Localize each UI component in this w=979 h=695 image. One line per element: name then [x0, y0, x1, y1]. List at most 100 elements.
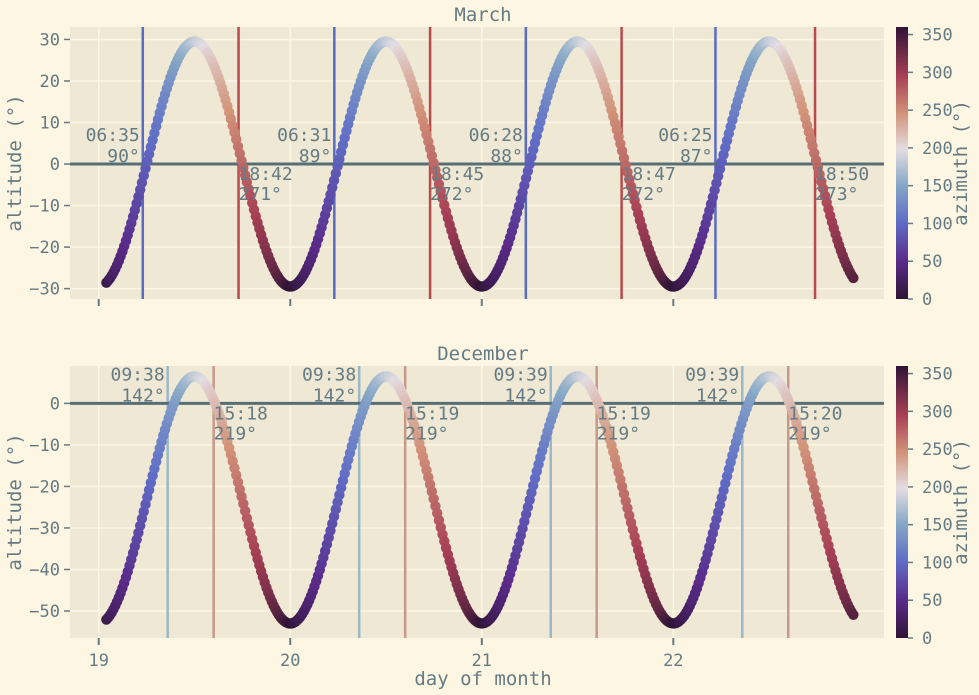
y-tick-label: 0: [50, 394, 60, 414]
event-labels-march: 06:3590°18:42271°06:3189°18:45272°06:288…: [86, 125, 870, 205]
y-tick-label: −20: [29, 238, 60, 258]
colorbar-tick-label: 100: [922, 214, 953, 234]
sunrise-time: 09:38: [110, 364, 164, 385]
panel-december: 09:38142°15:18219°09:38142°15:19219°09:3…: [4, 343, 972, 690]
sunrise-time: 06:25: [658, 125, 712, 146]
colorbar-tick-label: 0: [922, 290, 932, 310]
x-ticks-december: 19 20 21 22: [88, 638, 684, 671]
sunset-time: 15:18: [214, 403, 268, 424]
colorbar-tick-label: 100: [922, 553, 953, 573]
colorbar-tick-label: 250: [922, 440, 953, 460]
x-tick-label: 19: [88, 651, 108, 671]
curve-point: [848, 609, 859, 620]
colorbar-tick-label: 150: [922, 516, 953, 536]
sunrise-time: 09:39: [685, 364, 739, 385]
colorbar-tick-label: 0: [922, 629, 932, 649]
y-tick-label: −30: [29, 280, 60, 300]
y-tick-label: −30: [29, 519, 60, 539]
sunrise-azimuth: 90°: [107, 146, 140, 167]
sunset-time: 18:50: [815, 164, 869, 185]
colorbar-ticks-december: 0 50 100 150 200 250 300 350: [908, 365, 953, 649]
curve-point: [848, 272, 859, 284]
colorbar-tick-label: 50: [922, 252, 942, 272]
y-tick-label: −20: [29, 477, 60, 497]
sunrise-azimuth: 88°: [490, 146, 523, 167]
ylabel-december: altitude (°): [4, 433, 26, 570]
plot-area-december: [70, 366, 884, 638]
sunset-time: 15:19: [405, 403, 459, 424]
sunset-azimuth: 219°: [597, 423, 640, 444]
sunrise-time: 06:28: [469, 125, 523, 146]
sunset-azimuth: 219°: [214, 423, 257, 444]
colorbar-label-december: azimuth (°): [950, 439, 972, 565]
y-tick-label: −50: [29, 602, 60, 622]
sunset-time: 18:47: [622, 164, 676, 185]
colorbar-ticks-march: 0 50 100 150 200 250 300 350: [908, 26, 953, 310]
sunrise-azimuth: 142°: [121, 385, 164, 406]
colorbar-march: [896, 27, 908, 299]
sunset-azimuth: 273°: [815, 184, 858, 205]
altitude-curve-march: [101, 36, 859, 292]
y-tick-label: −10: [29, 436, 60, 456]
colorbar-tick-label: 250: [922, 101, 953, 121]
y-tick-label: 20: [40, 72, 60, 92]
colorbar-tick-label: 300: [922, 63, 953, 83]
xlabel-december: day of month: [414, 668, 551, 690]
y-tick-label: 30: [40, 30, 60, 50]
colorbar-tick-label: 200: [922, 478, 953, 498]
y-ticks-december: −50 −40 −30 −20 −10 0: [29, 394, 70, 622]
colorbar-tick-label: 300: [922, 402, 953, 422]
sunset-azimuth: 219°: [405, 423, 448, 444]
colorbar-tick-label: 150: [922, 177, 953, 197]
y-tick-label: 10: [40, 114, 60, 134]
sunset-azimuth: 272°: [622, 184, 665, 205]
y-tick-label: −40: [29, 560, 60, 580]
title-march: March: [454, 4, 511, 26]
sunrise-time: 09:38: [302, 364, 356, 385]
altitude-curve-december: [101, 371, 859, 629]
title-december: December: [437, 343, 529, 365]
sunrise-time: 09:39: [494, 364, 548, 385]
y-ticks-march: −30 −20 −10 0 10 20 30: [29, 30, 70, 300]
sunrise-azimuth: 142°: [504, 385, 547, 406]
colorbar-tick-label: 350: [922, 26, 953, 46]
sunrise-time: 06:35: [86, 125, 140, 146]
colorbar-tick-label: 200: [922, 139, 953, 159]
sunset-time: 15:20: [788, 403, 842, 424]
colorbar-tick-label: 350: [922, 365, 953, 385]
sunrise-azimuth: 142°: [696, 385, 739, 406]
x-tick-label: 22: [663, 651, 683, 671]
sunset-azimuth: 219°: [788, 423, 831, 444]
colorbar-tick-label: 50: [922, 591, 942, 611]
sunset-time: 18:45: [430, 164, 484, 185]
x-tick-label: 20: [280, 651, 300, 671]
sunrise-azimuth: 87°: [680, 146, 713, 167]
event-labels-december: 09:38142°15:18219°09:38142°15:19219°09:3…: [110, 364, 842, 444]
sunset-azimuth: 271°: [239, 184, 282, 205]
sunrise-time: 06:31: [277, 125, 331, 146]
panel-march: 06:3590°18:42271°06:3189°18:45272°06:288…: [4, 4, 972, 310]
sunset-time: 15:19: [597, 403, 651, 424]
colorbar-label-march: azimuth (°): [950, 100, 972, 226]
sunset-azimuth: 272°: [430, 184, 473, 205]
sunrise-azimuth: 89°: [299, 146, 332, 167]
sunset-time: 18:42: [239, 164, 293, 185]
x-ticks-march: [97, 299, 675, 306]
